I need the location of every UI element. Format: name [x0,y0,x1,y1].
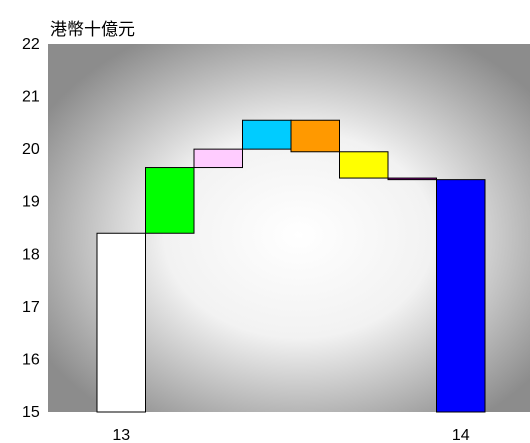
bar-4 [242,119,292,150]
y-tick-label: 19 [22,194,40,211]
bar-7 [387,177,437,181]
bar-2 [145,167,195,234]
y-tick-label: 18 [22,246,40,263]
x-tick-label: 13 [112,427,130,443]
bar-8 [436,179,486,413]
y-tick-label: 15 [22,404,40,421]
y-axis-unit-label: 港幣十億元 [50,20,135,40]
x-axis-ticks: 13 14 [112,427,469,443]
bar-3 [193,148,243,169]
bar-1 [96,232,146,413]
y-tick-label: 21 [22,89,40,106]
y-tick-label: 17 [22,299,40,316]
bars-layer [96,119,486,413]
y-tick-label: 16 [22,351,40,368]
bar-5 [290,119,340,153]
y-axis-ticks: 15 16 17 18 19 20 21 22 [22,36,40,421]
y-tick-label: 20 [22,141,40,158]
x-tick-label: 14 [452,427,470,443]
y-tick-label: 22 [22,36,40,53]
bar-6 [339,151,389,179]
